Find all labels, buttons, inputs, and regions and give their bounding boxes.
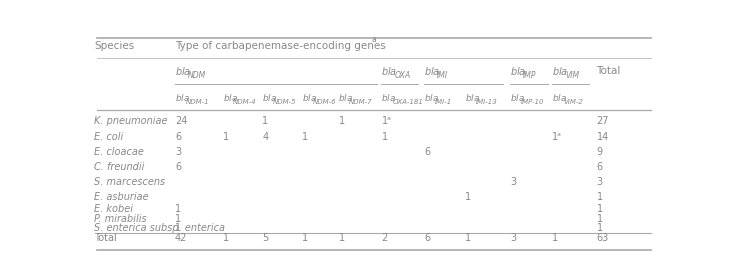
Text: 6: 6 xyxy=(175,162,181,172)
Text: $bla$: $bla$ xyxy=(382,65,398,77)
Text: 42: 42 xyxy=(175,233,188,243)
Text: IMI-13: IMI-13 xyxy=(475,99,497,105)
Text: Total: Total xyxy=(94,233,117,243)
Text: $bla$: $bla$ xyxy=(262,92,277,103)
Text: NDM-4: NDM-4 xyxy=(234,99,257,105)
Text: 6: 6 xyxy=(596,162,602,172)
Text: NDM-5: NDM-5 xyxy=(273,99,296,105)
Text: 9: 9 xyxy=(596,147,602,157)
Text: NDM: NDM xyxy=(188,71,207,80)
Text: NDM-7: NDM-7 xyxy=(349,99,373,105)
Text: 1: 1 xyxy=(175,223,181,233)
Text: 1ᵃ: 1ᵃ xyxy=(382,116,391,126)
Text: 1: 1 xyxy=(553,233,558,243)
Text: $bla$: $bla$ xyxy=(553,92,567,103)
Text: 14: 14 xyxy=(596,132,609,142)
Text: $bla$: $bla$ xyxy=(424,92,439,103)
Text: $bla$: $bla$ xyxy=(553,65,569,77)
Text: $bla$: $bla$ xyxy=(223,92,238,103)
Text: $bla$: $bla$ xyxy=(510,65,526,77)
Text: VIM-2: VIM-2 xyxy=(563,99,583,105)
Text: E. asburiae: E. asburiae xyxy=(94,192,149,202)
Text: IMI-1: IMI-1 xyxy=(434,99,452,105)
Text: IMP: IMP xyxy=(523,71,537,80)
Text: 27: 27 xyxy=(596,116,609,126)
Text: 1: 1 xyxy=(301,233,308,243)
Text: $bla$: $bla$ xyxy=(175,65,191,77)
Text: $bla$: $bla$ xyxy=(339,92,353,103)
Text: 6: 6 xyxy=(424,147,430,157)
Text: $bla$: $bla$ xyxy=(465,92,480,103)
Text: P. mirabilis: P. mirabilis xyxy=(94,214,147,224)
Text: 3: 3 xyxy=(510,233,516,243)
Text: Total: Total xyxy=(596,66,620,76)
Text: K. pneumoniae: K. pneumoniae xyxy=(94,116,168,126)
Text: 24: 24 xyxy=(175,116,188,126)
Text: 6: 6 xyxy=(424,233,430,243)
Text: a: a xyxy=(372,35,377,44)
Text: 3: 3 xyxy=(175,147,181,157)
Text: 1: 1 xyxy=(465,233,471,243)
Text: S. enterica subsp. enterica: S. enterica subsp. enterica xyxy=(94,223,225,233)
Text: $bla$: $bla$ xyxy=(382,92,396,103)
Text: 5: 5 xyxy=(262,233,269,243)
Text: Species: Species xyxy=(94,41,134,51)
Text: E. coli: E. coli xyxy=(94,132,123,142)
Text: 1: 1 xyxy=(223,233,228,243)
Text: Type of carbapenemase-encoding genes: Type of carbapenemase-encoding genes xyxy=(175,41,385,51)
Text: 1: 1 xyxy=(262,116,268,126)
Text: 1: 1 xyxy=(465,192,471,202)
Text: $bla$: $bla$ xyxy=(175,92,190,103)
Text: 1: 1 xyxy=(596,192,602,202)
Text: 1: 1 xyxy=(596,204,602,214)
Text: $bla$: $bla$ xyxy=(510,92,525,103)
Text: NDM-1: NDM-1 xyxy=(185,99,210,105)
Text: 63: 63 xyxy=(596,233,609,243)
Text: 4: 4 xyxy=(262,132,268,142)
Text: VIM: VIM xyxy=(565,71,580,80)
Text: IMP-10: IMP-10 xyxy=(520,99,544,105)
Text: S. marcescens: S. marcescens xyxy=(94,178,165,187)
Text: 3: 3 xyxy=(596,178,602,187)
Text: OXA: OXA xyxy=(394,71,411,80)
Text: 1: 1 xyxy=(175,204,181,214)
Text: E. kobei: E. kobei xyxy=(94,204,133,214)
Text: 1: 1 xyxy=(301,132,308,142)
Text: 2: 2 xyxy=(382,233,388,243)
Text: NDM-6: NDM-6 xyxy=(312,99,336,105)
Text: 6: 6 xyxy=(175,132,181,142)
Text: 1: 1 xyxy=(596,223,602,233)
Text: 3: 3 xyxy=(510,178,516,187)
Text: C. freundii: C. freundii xyxy=(94,162,145,172)
Text: $bla$: $bla$ xyxy=(424,65,440,77)
Text: E. cloacae: E. cloacae xyxy=(94,147,144,157)
Text: 1ᵃ: 1ᵃ xyxy=(553,132,562,142)
Text: 1: 1 xyxy=(596,214,602,224)
Text: OXA-181: OXA-181 xyxy=(392,99,423,105)
Text: 1: 1 xyxy=(339,116,345,126)
Text: 1: 1 xyxy=(339,233,345,243)
Text: 1: 1 xyxy=(223,132,228,142)
Text: 1: 1 xyxy=(382,132,388,142)
Text: $bla$: $bla$ xyxy=(301,92,317,103)
Text: IMI: IMI xyxy=(437,71,448,80)
Text: 1: 1 xyxy=(175,214,181,224)
